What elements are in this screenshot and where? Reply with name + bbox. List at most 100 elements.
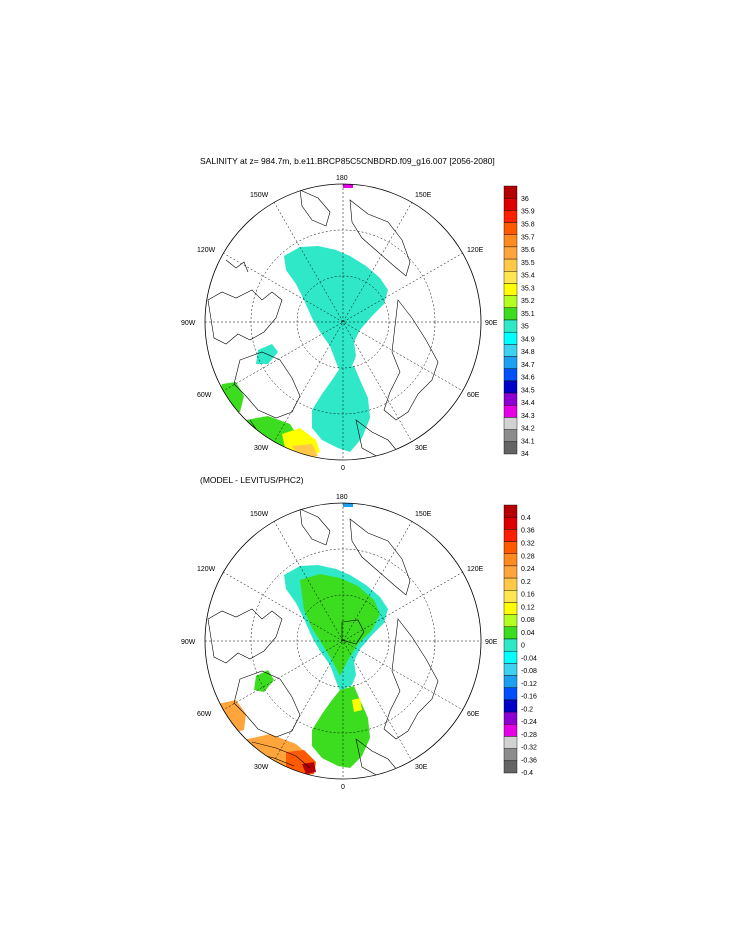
colorbar-tick-label: 0.2 [521, 579, 531, 586]
colorbar-2: 0.4 0.36 0.32 0.28 0.24 0.2 0.16 0.12 0.08 0.04 0 -… [503, 504, 537, 777]
colorbar-tick-label: -0.16 [521, 694, 537, 701]
colorbar-swatch [503, 295, 518, 309]
colorbar-tick-label: 0.24 [521, 566, 535, 573]
label-120w: 120W [197, 247, 216, 254]
field-speck-blue [343, 503, 353, 507]
colorbar-swatch [503, 222, 518, 235]
colorbar-swatch [503, 368, 518, 382]
label-0: 0 [341, 465, 345, 472]
colorbar-tick-label: 34.8 [521, 349, 535, 356]
polar-map-2: 180 0 90W 90E 150W 120W 60W 30W 150E 120… [181, 494, 498, 791]
label-150e: 150E [415, 192, 432, 199]
colorbar-swatch [503, 724, 518, 737]
colorbar-swatch [503, 258, 518, 272]
colorbar-swatch [503, 614, 518, 628]
colorbar-tick-label: -0.4 [521, 770, 533, 777]
colorbar-tick-label: -0.28 [521, 732, 537, 739]
colorbar-swatch [503, 246, 518, 260]
field-region-baffin-green [254, 670, 274, 692]
label-90e: 90E [485, 639, 498, 646]
colorbar-tick-label: 34.7 [521, 362, 535, 369]
label-90w: 90W [181, 320, 196, 327]
colorbar-swatch [503, 687, 518, 701]
label-60e: 60E [467, 392, 480, 399]
colorbar-swatch [503, 638, 518, 652]
colorbar-swatch [503, 234, 518, 248]
colorbar-swatch [503, 344, 518, 357]
colorbar-tick-label: 35.8 [521, 221, 535, 228]
colorbar-swatch [503, 553, 518, 567]
colorbar-tick-label: 36 [521, 196, 529, 203]
colorbar-swatch [503, 197, 518, 211]
colorbar-tick-label: 0.12 [521, 604, 535, 611]
colorbar-tick-label: -0.24 [521, 719, 537, 726]
colorbar-swatch [503, 675, 518, 688]
colorbar-swatch [503, 441, 518, 455]
colorbar-tick-label: 0.36 [521, 528, 535, 535]
colorbar-tick-label: 35.1 [521, 311, 535, 318]
colorbar-tick-label: 35.4 [521, 273, 535, 280]
colorbar-tick-label: 35.5 [521, 260, 535, 267]
colorbar-swatch [503, 541, 518, 554]
colorbar-swatch [503, 699, 518, 713]
colorbar-swatch [503, 529, 518, 542]
label-30w: 30W [254, 764, 269, 771]
field-region-yellow-speck [352, 698, 362, 712]
label-60w: 60W [197, 711, 212, 718]
graticule-2 [205, 503, 481, 779]
field-region-arctic [284, 246, 388, 372]
difference-field [216, 503, 388, 778]
panel-1-title: SALINITY at z= 984.7m, b.e11.BRCP85C5CNB… [200, 156, 495, 166]
label-150w: 150W [250, 192, 269, 199]
colorbar-swatch [503, 380, 518, 394]
field-region-nordic [312, 366, 370, 452]
colorbar-swatch [503, 331, 518, 345]
colorbar-swatch [503, 319, 518, 333]
map-border [204, 502, 482, 780]
label-60e: 60E [467, 711, 480, 718]
colorbar-swatch [503, 417, 518, 430]
colorbar-tick-label: 34.3 [521, 413, 535, 420]
colorbar-swatch [503, 429, 518, 443]
colorbar-tick-label: 0.28 [521, 553, 535, 560]
colorbar-swatch [503, 210, 518, 223]
colorbar-tick-label: -0.32 [521, 745, 537, 752]
map-border [204, 183, 482, 461]
colorbar-swatch [503, 185, 518, 199]
colorbar-tick-label: 35.9 [521, 209, 535, 216]
colorbar-tick-label: 0 [521, 643, 525, 650]
colorbar-swatch [503, 711, 518, 725]
colorbar-tick-label: 35.3 [521, 285, 535, 292]
polar-map-1: 180 0 90W 90E 150W 120W 60W 30W 150E 120… [181, 175, 498, 472]
colorbar-swatch [503, 650, 518, 664]
panel-difference: (MODEL - LEVITUS/PHC2) [181, 475, 537, 791]
colorbar-swatch [503, 283, 518, 296]
colorbar-tick-label: 34.6 [521, 375, 535, 382]
colorbar-swatch [503, 405, 518, 418]
colorbar-tick-label: 35 [521, 324, 529, 331]
colorbar-swatch [503, 516, 518, 530]
field-region-arctic-green [300, 574, 380, 676]
colorbar-swatch [503, 663, 518, 676]
panel-salinity: SALINITY at z= 984.7m, b.e11.BRCP85C5CNB… [181, 156, 535, 472]
colorbar-swatch [503, 307, 518, 321]
colorbar-tick-label: -0.2 [521, 706, 533, 713]
label-150e: 150E [415, 511, 432, 518]
colorbar-swatch [503, 626, 518, 640]
label-30w: 30W [254, 445, 269, 452]
label-120e: 120E [467, 566, 484, 573]
label-30e: 30E [415, 764, 428, 771]
colorbar-swatch [503, 760, 518, 774]
field-region-atlantic-red [302, 762, 316, 774]
colorbar-swatch [503, 577, 518, 591]
colorbar-swatch [503, 271, 518, 284]
colorbar-swatch [503, 602, 518, 615]
colorbar-tick-label: -0.12 [521, 681, 537, 688]
label-60w: 60W [197, 392, 212, 399]
colorbar-swatch [503, 504, 518, 518]
colorbar-tick-label: 0.4 [521, 515, 531, 522]
colorbar-tick-label: 0.16 [521, 592, 535, 599]
label-90w: 90W [181, 639, 196, 646]
coastlines-2 [207, 508, 439, 778]
